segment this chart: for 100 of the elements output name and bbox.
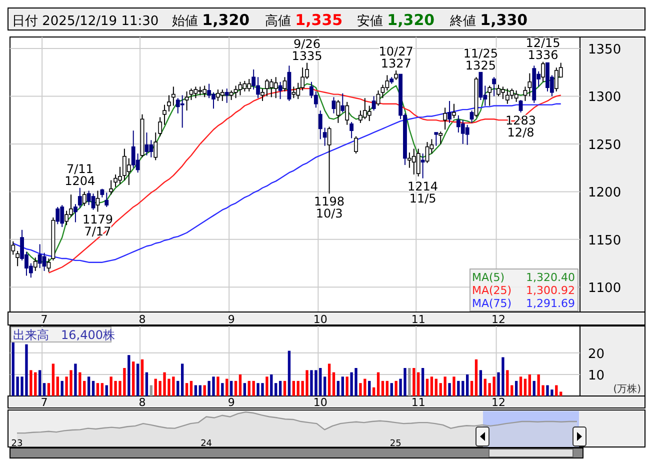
bar: [274, 383, 278, 396]
annotation: 12/15 1336: [526, 36, 560, 62]
line-series: [12, 103, 562, 263]
candlestick: [46, 258, 51, 272]
y-tick-label: 10: [588, 368, 605, 384]
bar: [434, 378, 438, 396]
annotation: 1283 12/8: [506, 113, 536, 140]
bar: [136, 364, 140, 396]
candlestick: [470, 110, 474, 124]
x-tick-label: 10: [313, 396, 328, 409]
annotation: 1198 10/3: [314, 194, 345, 221]
annotation: 1214 11/5: [408, 179, 438, 206]
bar: [332, 372, 336, 396]
candlestick: [514, 90, 518, 102]
candlestick: [224, 88, 229, 104]
bar: [376, 372, 380, 396]
text: MA(75): [472, 297, 512, 310]
bar: [372, 387, 376, 396]
candlestick: [416, 148, 420, 177]
candlestick: [242, 80, 247, 92]
candlestick: [189, 88, 194, 101]
bar: [466, 374, 469, 396]
bar: [203, 385, 206, 396]
bar: [421, 368, 424, 396]
candlestick: [91, 193, 96, 210]
bar: [181, 364, 184, 396]
x-tick-label: 11: [411, 396, 426, 409]
x-tick-label: 8: [138, 396, 146, 409]
candlestick: [16, 250, 20, 267]
candlestick: [372, 96, 376, 112]
candlestick: [162, 104, 166, 126]
bar: [283, 380, 286, 396]
candlestick: [252, 68, 256, 90]
candlestick: [126, 158, 131, 186]
candlestick: [229, 90, 234, 101]
text: MA(25): [472, 284, 512, 297]
x-tick-label: 9: [228, 313, 235, 326]
bar: [226, 378, 228, 396]
bar: [412, 368, 416, 396]
bar: [368, 380, 371, 396]
bar: [248, 380, 250, 396]
text: 安値 1,320: [357, 11, 435, 29]
candlestick: [64, 210, 69, 226]
candlestick: [171, 86, 176, 106]
x-tick-label: 24: [200, 439, 212, 449]
candlestick: [345, 101, 350, 126]
candlestick: [350, 121, 354, 139]
text: 終値 1,330: [449, 11, 528, 29]
candlestick: [488, 85, 492, 106]
text: 日付 2025/12/19 11:30: [12, 14, 159, 29]
bar: [328, 364, 331, 396]
bar: [238, 374, 242, 396]
candlestick: [38, 244, 42, 269]
bar: [417, 372, 420, 396]
y-tick-label: 20: [588, 346, 605, 362]
candlestick: [149, 140, 154, 158]
candlestick: [425, 142, 430, 164]
bar: [194, 385, 198, 396]
candlestick: [282, 76, 287, 92]
candlestick: [465, 124, 470, 146]
bar: [514, 380, 518, 396]
annotation: 11/25 1325: [463, 46, 498, 72]
candlestick: [420, 152, 425, 179]
bar: [140, 359, 144, 396]
x-tick-label: 12: [492, 396, 506, 409]
bar: [532, 380, 536, 396]
y-tick-label: 1100: [588, 281, 622, 296]
bar: [470, 380, 474, 396]
bar: [452, 376, 456, 396]
candlestick: [523, 86, 528, 102]
candlestick: [528, 72, 532, 97]
bar: [426, 378, 429, 396]
bar: [457, 380, 460, 396]
candlestick: [238, 81, 242, 96]
x-tick-label: 12: [492, 313, 506, 326]
candlestick: [154, 132, 158, 161]
bar: [78, 372, 82, 396]
candlestick: [492, 76, 496, 97]
candlestick: [438, 131, 443, 144]
candlestick: [234, 85, 238, 99]
bar: [528, 374, 532, 396]
bar: [519, 376, 522, 396]
bar: [492, 376, 496, 396]
bar: [430, 376, 434, 396]
candlestick: [278, 81, 282, 100]
candlestick: [434, 132, 438, 146]
candlestick: [109, 180, 114, 196]
candlestick: [322, 127, 327, 146]
bar: [479, 370, 482, 396]
candlestick: [56, 206, 60, 225]
candlestick: [292, 86, 296, 99]
candlestick: [332, 96, 336, 114]
candlestick: [82, 191, 86, 207]
candlestick: [336, 100, 340, 124]
bar: [132, 362, 135, 396]
bar: [444, 376, 446, 396]
x-tick-label: 7: [40, 396, 48, 409]
bar: [408, 368, 411, 396]
candlestick: [300, 67, 305, 91]
candlestick: [78, 187, 82, 208]
